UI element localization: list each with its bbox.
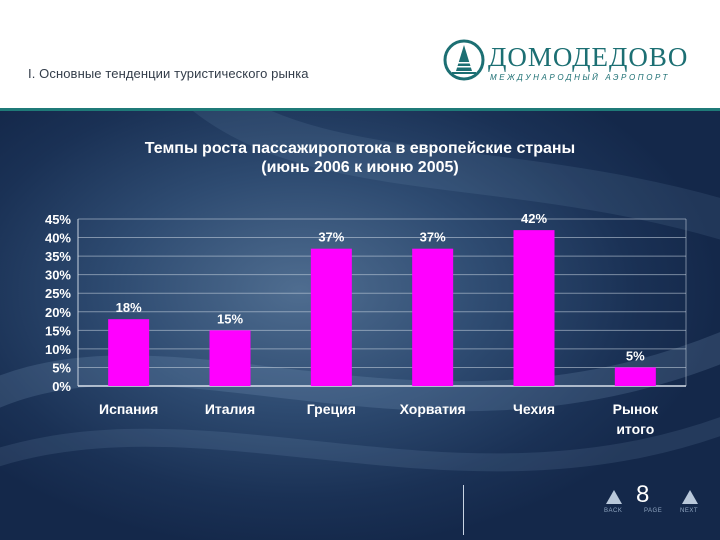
y-tick-label: 15%	[45, 323, 71, 338]
chart-title-line-1: Темпы роста пассажиропотока в европейски…	[144, 140, 576, 157]
domodedovo-logo: ДОМОДЕДОВО МЕЖДУНАРОДНЫЙ АЭРОПОРТ	[442, 38, 692, 88]
data-label: 42%	[521, 211, 547, 226]
bar	[310, 248, 352, 386]
chart-title-line-2: (июнь 2006 к июню 2005)	[261, 159, 459, 176]
back-label[interactable]: BACK	[604, 508, 623, 514]
header-divider	[0, 108, 720, 111]
y-tick-label: 5%	[52, 360, 71, 375]
bar	[108, 319, 150, 386]
section-title: I. Основные тенденции туристического рын…	[28, 66, 309, 81]
x-tick-label: Рынок	[613, 401, 659, 417]
y-tick-label: 40%	[45, 231, 71, 246]
y-tick-label: 10%	[45, 342, 71, 357]
bar	[412, 248, 454, 386]
y-tick-label: 45%	[45, 212, 71, 227]
x-tick-label: Хорватия	[400, 401, 466, 417]
data-label: 15%	[217, 311, 243, 326]
y-tick-label: 25%	[45, 286, 71, 301]
airport-emblem-icon	[443, 39, 485, 81]
x-tick-label: Италия	[205, 401, 255, 417]
x-tick-label: Греция	[307, 401, 356, 417]
y-tick-label: 20%	[45, 305, 71, 320]
x-tick-label: итого	[616, 421, 654, 437]
bar	[614, 367, 656, 386]
data-label: 5%	[626, 348, 645, 363]
y-tick-label: 35%	[45, 249, 71, 264]
bar	[513, 230, 555, 386]
data-label: 37%	[420, 230, 446, 245]
x-tick-label: Чехия	[513, 401, 555, 417]
back-arrow-icon[interactable]	[606, 490, 622, 504]
y-tick-label: 30%	[45, 268, 71, 283]
next-arrow-icon[interactable]	[682, 490, 698, 504]
logo-name: ДОМОДЕДОВО	[488, 42, 689, 72]
x-tick-label: Испания	[99, 401, 158, 417]
footer-divider	[463, 485, 464, 535]
header: I. Основные тенденции туристического рын…	[0, 0, 720, 110]
data-label: 18%	[116, 300, 142, 315]
bar	[209, 330, 251, 386]
next-label[interactable]: NEXT	[680, 508, 699, 514]
y-tick-label: 0%	[52, 379, 71, 394]
page-label: PAGE	[644, 508, 663, 514]
chart-title: Темпы роста пассажиропотока в европейски…	[40, 139, 680, 177]
page-number: 8	[636, 481, 650, 508]
logo-subtitle: МЕЖДУНАРОДНЫЙ АЭРОПОРТ	[490, 73, 671, 82]
data-label: 37%	[318, 230, 344, 245]
